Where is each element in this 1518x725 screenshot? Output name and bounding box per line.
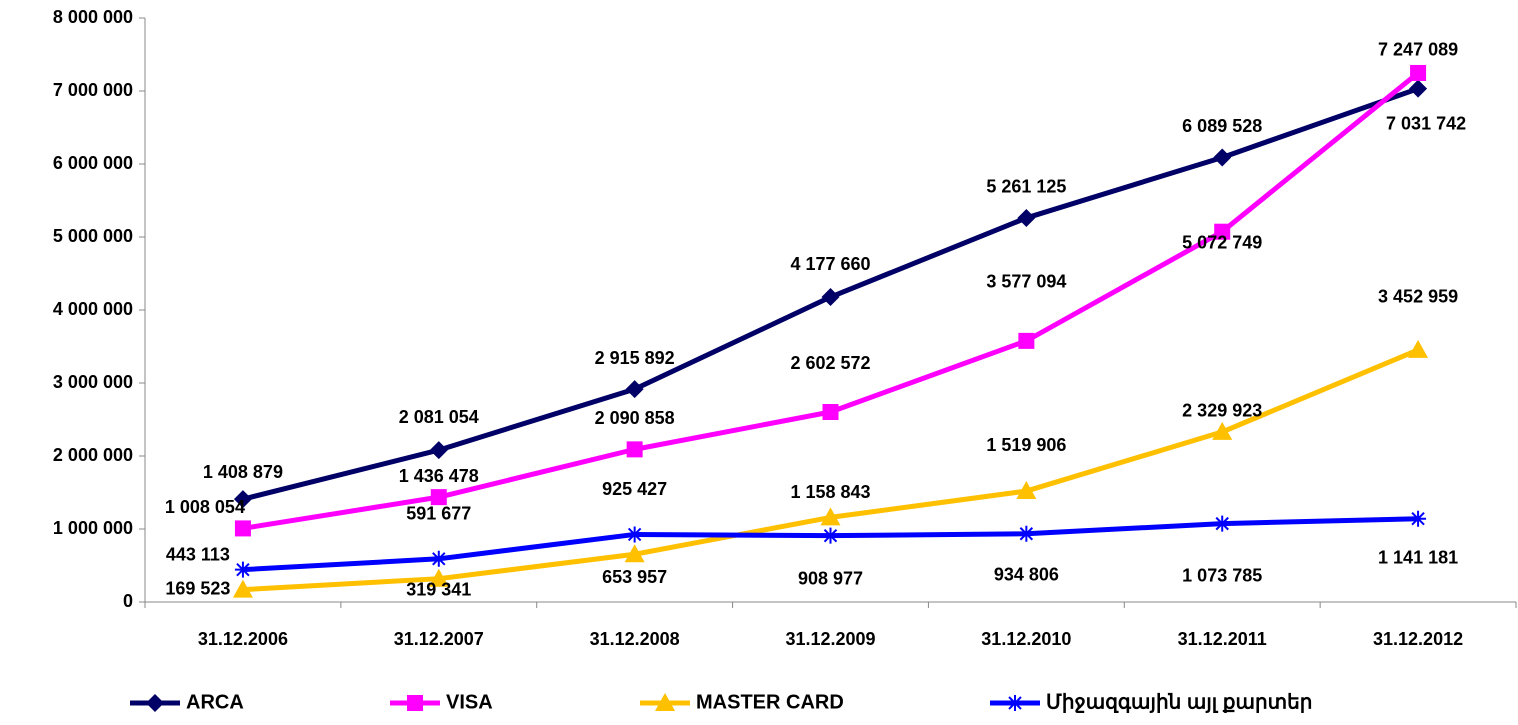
data-label: 6 089 528	[1182, 116, 1262, 136]
marker	[430, 550, 447, 567]
legend-label: VISA	[446, 691, 493, 713]
data-label: 3 577 094	[986, 272, 1066, 292]
marker	[1409, 79, 1428, 98]
x-tick-label: 31.12.2010	[981, 629, 1071, 649]
y-tick-label: 6 000 000	[53, 153, 133, 173]
marker	[1410, 64, 1427, 81]
x-tick-label: 31.12.2006	[198, 629, 288, 649]
marker	[625, 380, 644, 399]
legend: ARCA VISA MASTER CARD Միջազգային այլ քարտեր	[130, 691, 1312, 713]
x-tick-label: 31.12.2012	[1373, 629, 1463, 649]
marker	[1213, 148, 1232, 167]
marker	[428, 568, 449, 587]
marker	[1017, 208, 1036, 227]
x-tick-label: 31.12.2007	[394, 629, 484, 649]
marker	[655, 693, 675, 711]
data-label: 1 158 843	[790, 482, 870, 502]
data-label: 925 427	[602, 479, 667, 499]
marker	[1016, 481, 1037, 500]
data-label: 169 523	[165, 578, 230, 598]
marker	[626, 526, 643, 543]
data-label: 319 341	[406, 579, 471, 599]
y-tick-label: 2 000 000	[53, 445, 133, 465]
data-label: 1 141 181	[1378, 547, 1458, 567]
x-tick-label: 31.12.2011	[1178, 629, 1267, 649]
data-label: 4 177 660	[790, 254, 870, 274]
y-tick-label: 1 000 000	[53, 518, 133, 538]
marker	[820, 507, 841, 526]
marker	[624, 544, 645, 563]
y-tick-label: 8 000 000	[53, 7, 133, 27]
marker	[822, 404, 839, 421]
legend-label: Միջազգային այլ քարտեր	[1046, 691, 1312, 713]
marker	[1408, 339, 1429, 358]
marker	[232, 579, 253, 598]
marker	[407, 695, 423, 711]
marker	[1212, 421, 1233, 440]
y-tick-label: 5 000 000	[53, 226, 133, 246]
marker	[1214, 515, 1231, 532]
marker	[821, 288, 840, 307]
data-label: 443 113	[166, 544, 230, 564]
data-label: 653 957	[602, 567, 667, 587]
data-label: 7 247 089	[1378, 40, 1458, 60]
marker	[233, 490, 252, 509]
data-label: 3 452 959	[1378, 287, 1458, 307]
marker	[1007, 695, 1023, 711]
x-tick-label: 31.12.2009	[785, 629, 875, 649]
legend-label: ARCA	[186, 691, 244, 713]
marker	[430, 489, 447, 506]
marker	[234, 561, 251, 578]
data-label: 5 072 749	[1182, 232, 1262, 252]
y-tick-label: 7 000 000	[53, 80, 133, 100]
data-label: 2 329 923	[1182, 401, 1262, 421]
marker	[146, 694, 164, 712]
y-tick-label: 3 000 000	[53, 372, 133, 392]
data-label: 1 008 054	[165, 497, 245, 517]
marker	[626, 441, 643, 458]
marker	[1018, 332, 1035, 349]
data-label: 5 261 125	[986, 177, 1066, 197]
marker	[429, 441, 448, 460]
data-label: 1 436 478	[399, 466, 479, 486]
marker	[822, 527, 839, 544]
data-label: 1 408 879	[203, 462, 283, 482]
data-label: 7 031 742	[1386, 113, 1466, 133]
x-tick-label: 31.12.2008	[590, 629, 680, 649]
marker	[1410, 510, 1427, 527]
data-label: 591 677	[406, 504, 471, 524]
y-tick-label: 4 000 000	[53, 299, 133, 319]
data-label: 1 073 785	[1182, 565, 1262, 585]
data-label: 2 915 892	[595, 348, 675, 368]
data-label: 908 977	[798, 568, 863, 588]
data-label: 2 090 858	[595, 408, 675, 428]
marker	[234, 520, 251, 537]
marker	[1214, 223, 1231, 240]
data-label: 1 519 906	[986, 435, 1066, 455]
legend-label: MASTER CARD	[696, 691, 844, 713]
data-label: 2 081 054	[399, 407, 479, 427]
y-tick-label: 0	[123, 591, 133, 611]
marker	[1018, 525, 1035, 542]
series-line	[242, 516, 1419, 573]
data-label: 934 806	[994, 565, 1059, 585]
data-label: 2 602 572	[790, 353, 870, 373]
